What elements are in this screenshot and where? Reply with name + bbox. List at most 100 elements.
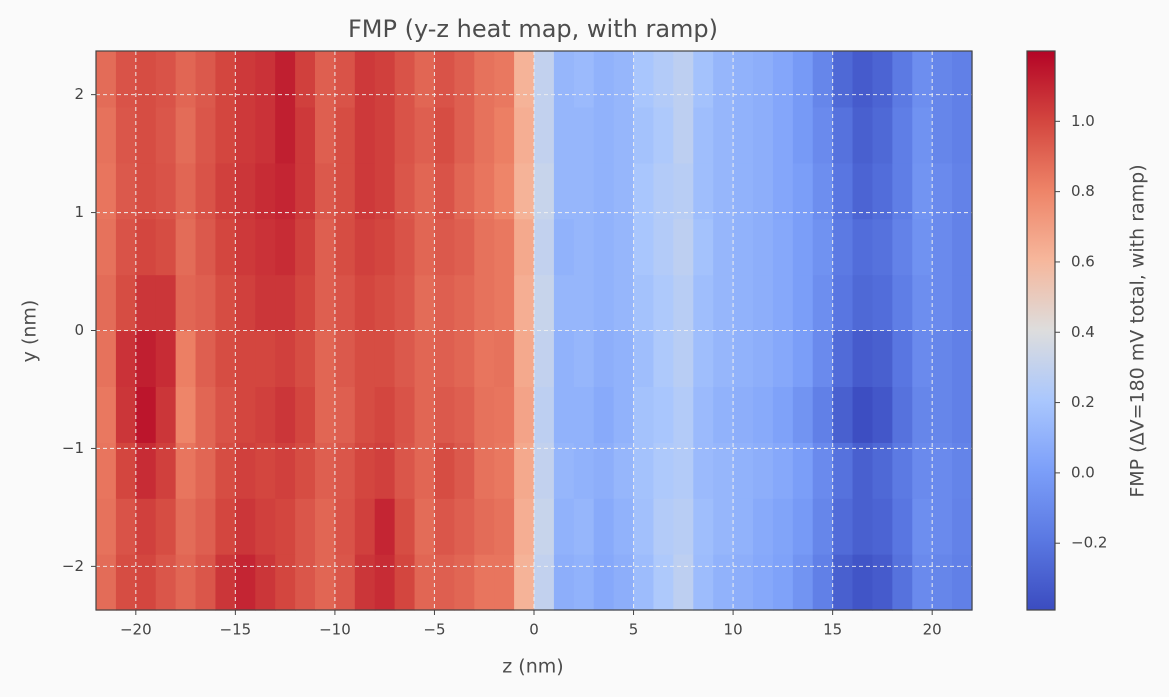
heat-cell bbox=[454, 51, 475, 108]
heat-cell bbox=[394, 106, 416, 164]
heat-cell bbox=[115, 386, 137, 443]
heat-cell bbox=[872, 554, 893, 611]
heat-cell bbox=[474, 386, 495, 443]
heat-cell bbox=[215, 554, 236, 611]
heat-cell bbox=[852, 162, 874, 220]
heat-cell bbox=[912, 106, 933, 164]
heat-cell bbox=[394, 51, 416, 108]
heat-cell bbox=[175, 51, 197, 108]
heat-cell bbox=[434, 386, 455, 443]
heat-cell bbox=[952, 218, 973, 276]
heat-cell bbox=[474, 51, 495, 108]
heat-cell bbox=[693, 442, 714, 499]
heat-cell bbox=[255, 554, 276, 611]
heat-cell bbox=[295, 51, 316, 108]
heat-cell bbox=[155, 386, 177, 443]
x-tick-label: 5 bbox=[629, 621, 639, 639]
heat-cell bbox=[633, 162, 655, 220]
heat-cell bbox=[573, 498, 595, 555]
heat-cell bbox=[494, 162, 515, 220]
colorbar-tick-label: 1.0 bbox=[1071, 112, 1095, 130]
heat-cell bbox=[792, 554, 814, 611]
heat-cell bbox=[573, 554, 595, 611]
heat-cell bbox=[414, 51, 436, 108]
heat-cell bbox=[474, 330, 495, 387]
heat-cell bbox=[275, 51, 296, 108]
colorbar-tick-label: 0.8 bbox=[1071, 182, 1095, 200]
heat-cell bbox=[673, 218, 694, 276]
heat-cell bbox=[135, 386, 157, 443]
heat-cell bbox=[394, 554, 416, 611]
heat-cell bbox=[315, 218, 336, 276]
heat-cell bbox=[414, 330, 436, 387]
heat-cell bbox=[275, 106, 296, 164]
heat-cell bbox=[394, 498, 416, 555]
heat-cell bbox=[374, 330, 396, 387]
heat-cell bbox=[434, 162, 455, 220]
y-tick-label: −1 bbox=[62, 439, 84, 457]
heat-cell bbox=[454, 554, 475, 611]
heat-cell bbox=[474, 218, 495, 276]
heat-cell bbox=[155, 330, 177, 387]
x-tick-label: −15 bbox=[220, 621, 252, 639]
heat-cell bbox=[534, 162, 555, 220]
heat-cell bbox=[872, 274, 893, 332]
heat-cell bbox=[673, 442, 694, 499]
heat-cell bbox=[295, 442, 316, 499]
heat-cell bbox=[553, 162, 575, 220]
heat-cell bbox=[932, 442, 953, 499]
heat-cell bbox=[872, 51, 893, 108]
heat-cell bbox=[832, 442, 854, 499]
heat-cell bbox=[354, 330, 376, 387]
x-tick-label: −20 bbox=[120, 621, 152, 639]
heat-cell bbox=[255, 498, 276, 555]
heat-cell bbox=[832, 554, 854, 611]
heat-cell bbox=[573, 274, 595, 332]
heat-cell bbox=[494, 274, 515, 332]
heat-cell bbox=[474, 554, 495, 611]
heat-cell bbox=[394, 386, 416, 443]
heat-cell bbox=[613, 162, 635, 220]
heat-cell bbox=[295, 330, 316, 387]
heat-cell bbox=[315, 386, 336, 443]
heat-cell bbox=[394, 274, 416, 332]
heat-cell bbox=[514, 386, 535, 443]
heat-cell bbox=[295, 274, 316, 332]
heat-cell bbox=[135, 162, 157, 220]
heat-cell bbox=[255, 51, 276, 108]
heat-cell bbox=[514, 330, 535, 387]
heat-cell bbox=[872, 330, 893, 387]
heat-cell bbox=[832, 106, 854, 164]
heat-cell bbox=[534, 218, 555, 276]
heat-cell bbox=[613, 274, 635, 332]
heat-cell bbox=[693, 106, 714, 164]
heat-cell bbox=[733, 554, 754, 611]
heat-cell bbox=[932, 218, 953, 276]
heat-cell bbox=[852, 51, 874, 108]
heat-cell bbox=[892, 162, 913, 220]
heat-cell bbox=[892, 554, 913, 611]
heat-cell bbox=[354, 106, 376, 164]
heat-cell bbox=[215, 218, 236, 276]
heat-cell bbox=[195, 106, 217, 164]
heat-cell bbox=[912, 218, 933, 276]
heat-cell bbox=[553, 386, 575, 443]
heat-cell bbox=[733, 330, 754, 387]
heat-cell bbox=[434, 554, 455, 611]
heat-cell bbox=[235, 554, 256, 611]
heat-cell bbox=[434, 51, 455, 108]
heat-cell bbox=[693, 162, 714, 220]
heat-cell bbox=[494, 442, 515, 499]
heat-cell bbox=[673, 554, 694, 611]
heat-cell bbox=[235, 51, 256, 108]
heat-cell bbox=[235, 274, 256, 332]
heatmap bbox=[96, 51, 973, 611]
heat-cell bbox=[573, 162, 595, 220]
heat-cell bbox=[354, 218, 376, 276]
heat-cell bbox=[812, 106, 834, 164]
heat-cell bbox=[414, 162, 436, 220]
heat-cell bbox=[832, 498, 854, 555]
y-tick-label: 2 bbox=[74, 85, 84, 103]
heat-cell bbox=[315, 162, 336, 220]
